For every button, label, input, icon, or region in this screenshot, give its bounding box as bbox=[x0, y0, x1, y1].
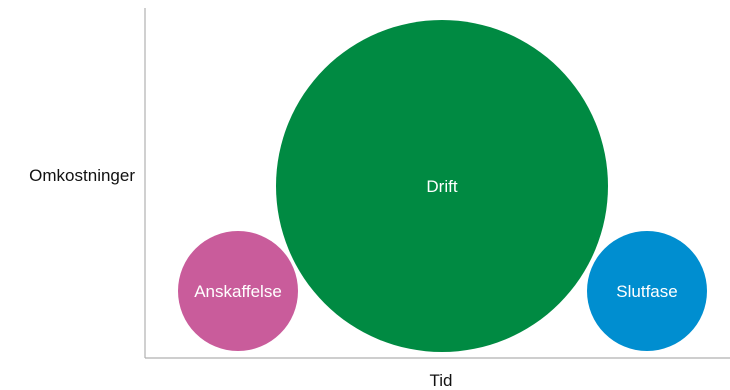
phase-bubble-slutfase: Slutfase bbox=[587, 231, 707, 351]
phase-label-drift: Drift bbox=[426, 177, 457, 196]
phase-bubble-circle bbox=[587, 231, 707, 351]
phase-bubble-anskaffelse: Anskaffelse bbox=[178, 231, 298, 351]
phase-bubble-circle bbox=[276, 20, 608, 352]
x-axis-label: Tid bbox=[430, 371, 453, 390]
phase-label-slutfase: Slutfase bbox=[616, 282, 677, 301]
phase-bubble-circle bbox=[178, 231, 298, 351]
phase-bubble-drift: Drift bbox=[276, 20, 608, 352]
phase-label-anskaffelse: Anskaffelse bbox=[194, 282, 282, 301]
y-axis-label: Omkostninger bbox=[29, 166, 135, 185]
